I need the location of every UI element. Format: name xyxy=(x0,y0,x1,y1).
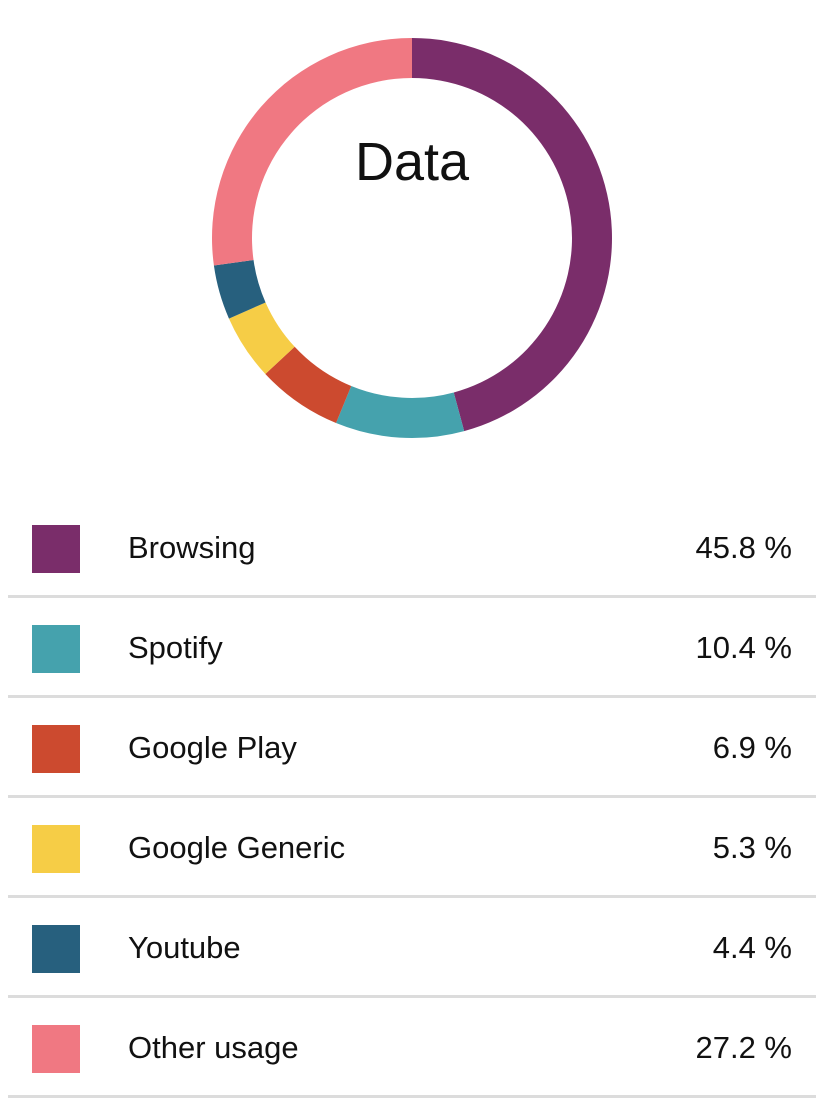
legend-value: 4.4 % xyxy=(712,930,792,965)
donut-chart-svg: Data xyxy=(211,38,612,438)
legend-value: 5.3 % xyxy=(712,830,792,865)
legend-value: 27.2 % xyxy=(695,1030,792,1065)
donut-slice-google-play xyxy=(265,346,352,424)
legend-item: Google Play 6.9 % xyxy=(8,698,816,798)
donut-slices xyxy=(211,38,612,438)
legend-swatch xyxy=(32,725,80,773)
legend-value: 10.4 % xyxy=(695,630,792,665)
legend-label: Google Play xyxy=(128,730,297,765)
chart-title: Data xyxy=(355,132,470,192)
legend-swatch xyxy=(32,625,80,673)
legend-label: Google Generic xyxy=(128,830,346,865)
legend-swatch xyxy=(32,1025,80,1073)
donut-slice-youtube xyxy=(213,260,266,319)
donut-slice-google-generic xyxy=(228,302,295,374)
legend-swatch xyxy=(32,525,80,573)
legend-item: Browsing 45.8 % xyxy=(8,498,816,598)
legend-label: Youtube xyxy=(128,930,241,965)
legend-swatch xyxy=(32,825,80,873)
legend-item: Other usage 27.2 % xyxy=(8,998,816,1098)
legend-label: Other usage xyxy=(128,1030,299,1065)
legend-item: Spotify 10.4 % xyxy=(8,598,816,698)
legend-label: Spotify xyxy=(128,630,223,665)
legend-swatch xyxy=(32,925,80,973)
legend-item: Youtube 4.4 % xyxy=(8,898,816,998)
donut-slice-other-usage xyxy=(211,38,412,266)
legend-value: 6.9 % xyxy=(712,730,792,765)
donut-slice-spotify xyxy=(336,386,465,438)
legend-value: 45.8 % xyxy=(695,530,792,565)
donut-slice-browsing xyxy=(412,38,612,432)
legend-label: Browsing xyxy=(128,530,256,565)
chart-legend: Browsing 45.8 % Spotify 10.4 % Google Play 6.… xyxy=(8,498,816,1098)
donut-chart: Data xyxy=(0,0,828,470)
legend-item: Google Generic 5.3 % xyxy=(8,798,816,898)
